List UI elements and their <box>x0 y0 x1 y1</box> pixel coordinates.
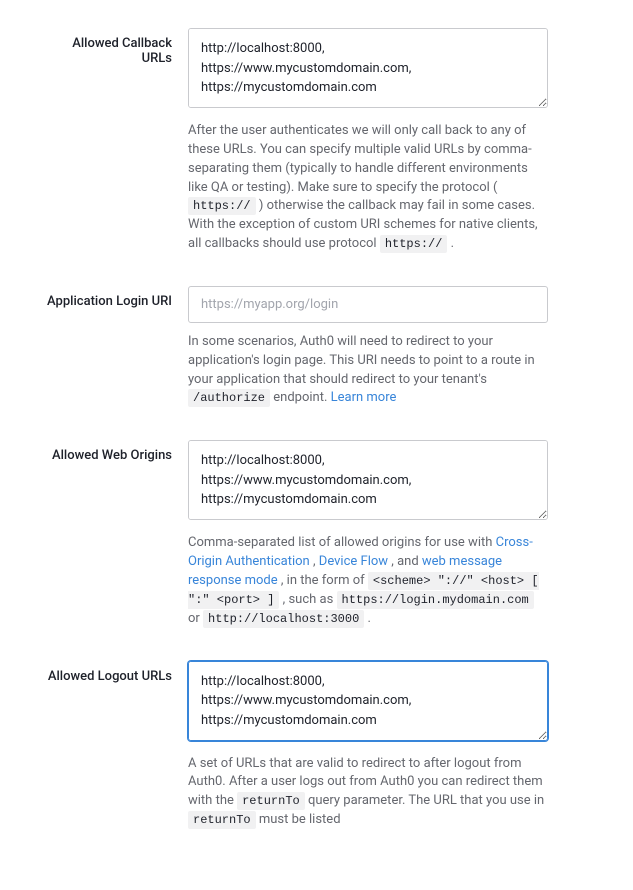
callback-code-https1: https:// <box>188 197 256 215</box>
callback-urls-label: Allowed Callback URLs <box>40 28 188 254</box>
callback-urls-textarea[interactable] <box>188 28 548 108</box>
login-uri-help: In some scenarios, Auth0 will need to re… <box>188 333 548 408</box>
login-uri-label: Application Login URI <box>40 286 188 408</box>
web-origins-help: Comma-separated list of allowed origins … <box>188 534 548 628</box>
login-uri-code-authorize: /authorize <box>188 389 270 407</box>
logout-code-returnto2: returnTo <box>188 811 256 829</box>
callback-urls-help: After the user authenticates we will onl… <box>188 122 548 254</box>
device-flow-link[interactable]: Device Flow <box>319 554 388 569</box>
learn-more-link[interactable]: Learn more <box>331 390 397 405</box>
web-origins-code-example1: https://login.mydomain.com <box>337 591 534 609</box>
web-origins-textarea[interactable] <box>188 440 548 520</box>
logout-code-returnto1: returnTo <box>237 792 305 810</box>
logout-urls-help: A set of URLs that are valid to redirect… <box>188 755 548 830</box>
logout-urls-textarea[interactable] <box>188 661 548 741</box>
logout-urls-label: Allowed Logout URLs <box>40 661 188 830</box>
callback-code-https2: https:// <box>380 235 448 253</box>
web-origins-label: Allowed Web Origins <box>40 440 188 628</box>
web-origins-code-example2: http://localhost:3000 <box>203 610 364 628</box>
login-uri-input[interactable] <box>188 286 548 323</box>
